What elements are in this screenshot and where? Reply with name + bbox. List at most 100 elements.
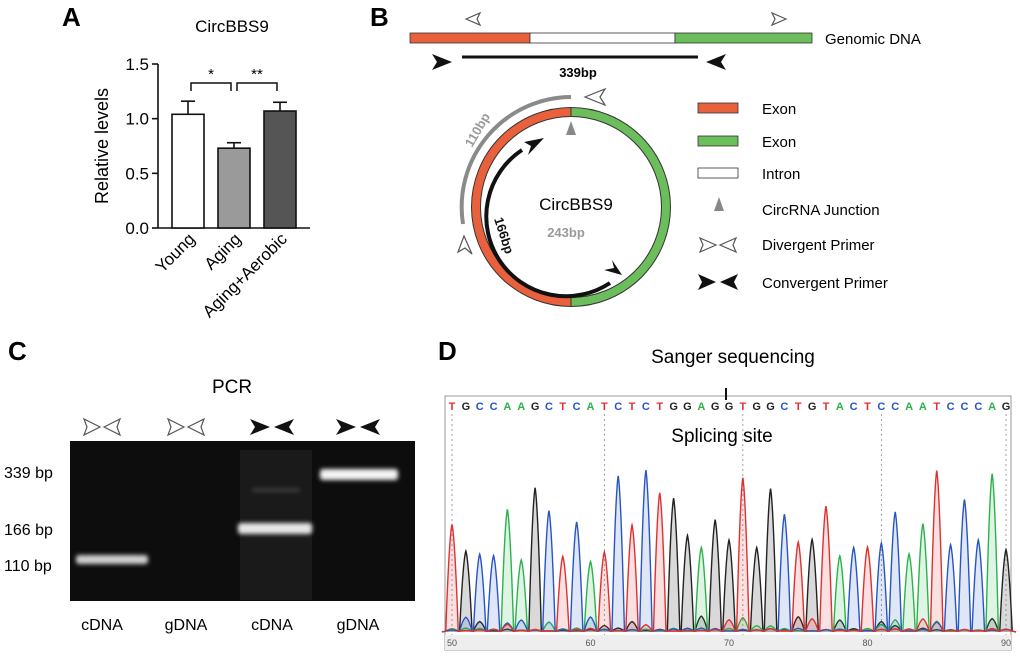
circrna-name: CircBBS9 — [539, 195, 613, 214]
base-call: C — [960, 401, 968, 413]
lane-label: cDNA — [251, 617, 293, 634]
base-call: A — [836, 401, 844, 413]
panel-b: B Genomic DNA 339bp 110b — [360, 0, 1020, 330]
lane-label: gDNA — [165, 617, 208, 634]
base-call: G — [766, 401, 775, 413]
size-label-339: 339 bp — [4, 465, 53, 482]
panel-a-chart: A CircBBS9 Relative levels 0.00.51.01.5 … — [62, 2, 310, 321]
divergent-primer-icon — [82, 417, 102, 437]
sequencing-title: Sanger sequencing — [651, 347, 815, 368]
convergent-primer-icon — [524, 138, 544, 155]
y-tick-label: 1.5 — [125, 55, 149, 74]
lane-label: gDNA — [337, 617, 380, 634]
base-call: G — [669, 401, 678, 413]
band-lane-3-166bp — [238, 523, 312, 534]
axis-strip — [445, 635, 1011, 650]
base-call: A — [919, 401, 927, 413]
base-call: T — [739, 401, 746, 413]
band-lane-4-339bp — [320, 469, 398, 480]
base-call: A — [503, 401, 511, 413]
y-tick-label: 1.0 — [125, 110, 149, 129]
divergent-primer-icon — [770, 11, 788, 27]
convergent-primer-icon — [706, 54, 726, 70]
circrna-junction-icon — [566, 121, 576, 135]
base-call: T — [656, 401, 663, 413]
base-call: C — [891, 401, 899, 413]
circrna-size: 243bp — [547, 225, 585, 240]
base-call: G — [683, 401, 692, 413]
junction-icon — [714, 197, 724, 211]
convergent-primer-icon — [250, 419, 270, 435]
base-call: G — [711, 401, 720, 413]
base-call: T — [864, 401, 871, 413]
size-label-110: 110 bp — [4, 558, 52, 575]
y-tick-label: 0.5 — [125, 164, 149, 183]
panel-c: C PCR 339 bp 166 bp 110 bp cDNA gDNA — [0, 330, 430, 655]
axis-tick-label: 70 — [724, 638, 734, 648]
trace-T — [441, 470, 1017, 633]
panel-a: A CircBBS9 Relative levels 0.0 0.5 1.0 1.5 … — [0, 0, 380, 330]
convergent-primer-icon — [432, 54, 452, 70]
legend-label: Intron — [762, 166, 800, 183]
legend-label: Convergent Primer — [762, 275, 888, 292]
circle-exon-1 — [471, 107, 572, 307]
bar — [263, 110, 297, 229]
size-label-166: 166 bp — [4, 522, 53, 539]
base-call: T — [559, 401, 566, 413]
legend-label: CircRNA Junction — [762, 202, 880, 219]
base-call: C — [545, 401, 553, 413]
panel-d-letter: D — [438, 336, 457, 366]
gridlines — [451, 414, 1007, 635]
base-call: T — [823, 401, 830, 413]
base-call: C — [877, 401, 885, 413]
base-call: C — [614, 401, 622, 413]
base-call: A — [517, 401, 525, 413]
divergent-primer-icon — [583, 87, 607, 107]
x-tick-label: Young — [152, 229, 199, 276]
bars — [171, 100, 297, 229]
x-tick-label: Aging — [201, 229, 245, 273]
bar — [171, 113, 205, 229]
base-call: T — [795, 401, 802, 413]
base-call: A — [988, 401, 996, 413]
divergent-primer-icon — [698, 236, 718, 254]
band-lane-1-110bp — [76, 555, 148, 564]
genomic-dna-label: Genomic DNA — [825, 31, 921, 48]
convergent-primer-icon — [336, 419, 356, 435]
position-axis: 50 60 70 80 90 — [447, 638, 1011, 648]
panel-c-letter: C — [8, 336, 27, 366]
gel-title: PCR — [212, 377, 252, 398]
lane-label: cDNA — [81, 617, 123, 634]
base-call: C — [780, 401, 788, 413]
divergent-primer-icon — [166, 417, 186, 437]
base-call: C — [573, 401, 581, 413]
base-call: A — [905, 401, 913, 413]
trace-C — [441, 470, 1017, 633]
convergent-primer-icon — [604, 260, 622, 275]
axis-tick-label: 50 — [447, 638, 457, 648]
splicing-site-label: Splicing site — [671, 426, 772, 447]
convergent-product-arc — [484, 148, 612, 299]
panel-c-gel: C PCR 339 bp 166 bp 110 bp cDNA gDNA — [4, 336, 415, 634]
base-call: A — [697, 401, 705, 413]
legend-swatch-intron — [697, 167, 739, 179]
divergent-primer-icon — [464, 11, 482, 27]
bar — [217, 147, 251, 229]
legend-label: Exon — [762, 101, 796, 118]
significance-label: * — [208, 66, 214, 83]
chromatogram-frame — [444, 395, 1012, 651]
legend-swatch-exon-1 — [697, 102, 739, 114]
base-call: C — [476, 401, 484, 413]
genomic-exon-1 — [409, 32, 531, 44]
axis-tick-label: 60 — [585, 638, 595, 648]
base-call: C — [947, 401, 955, 413]
significance-bracket — [236, 82, 278, 91]
convergent-primer-icon — [274, 419, 294, 435]
significance-label: ** — [251, 66, 263, 83]
circrna-diagram: 110bp 166bp CircBBS9 243bp — [456, 87, 671, 307]
convergent-primer-icon — [698, 274, 716, 290]
x-tick-label: Aging+Aerobic — [199, 229, 291, 321]
divergent-primer-icon — [102, 417, 122, 437]
